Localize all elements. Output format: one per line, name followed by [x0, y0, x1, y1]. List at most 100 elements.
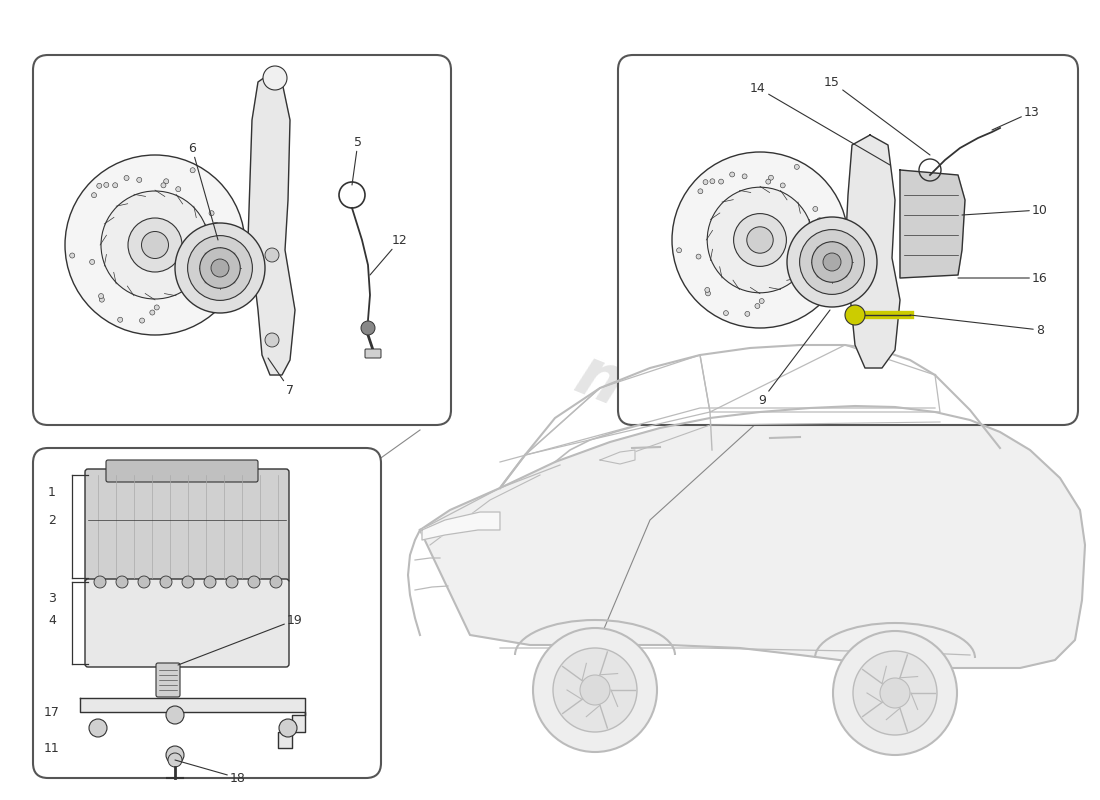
Circle shape	[812, 242, 852, 282]
Text: 17: 17	[44, 706, 59, 718]
Text: 7: 7	[268, 358, 294, 397]
Circle shape	[553, 648, 637, 732]
Text: 3: 3	[48, 591, 56, 605]
Circle shape	[217, 257, 222, 262]
Text: 1985: 1985	[848, 266, 1072, 414]
Circle shape	[710, 178, 715, 184]
Circle shape	[182, 576, 194, 588]
Circle shape	[164, 178, 168, 184]
Text: 1: 1	[48, 486, 56, 499]
FancyBboxPatch shape	[365, 349, 381, 358]
Circle shape	[759, 298, 764, 303]
Circle shape	[696, 254, 701, 259]
Text: 4: 4	[48, 614, 56, 626]
Circle shape	[220, 246, 225, 251]
Polygon shape	[600, 450, 635, 464]
Circle shape	[534, 628, 657, 752]
Circle shape	[91, 193, 97, 198]
Circle shape	[796, 283, 801, 288]
Circle shape	[230, 246, 235, 252]
Polygon shape	[845, 135, 900, 368]
Circle shape	[821, 238, 826, 242]
Circle shape	[209, 210, 214, 216]
Circle shape	[89, 259, 95, 265]
Circle shape	[248, 576, 260, 588]
Circle shape	[832, 266, 836, 271]
Text: a passion for parts since 1985: a passion for parts since 1985	[570, 452, 870, 588]
Text: 6: 6	[188, 142, 218, 240]
Circle shape	[190, 168, 195, 173]
Text: 15: 15	[824, 75, 930, 155]
Circle shape	[89, 719, 107, 737]
Circle shape	[97, 183, 102, 188]
FancyBboxPatch shape	[85, 469, 289, 583]
Circle shape	[361, 321, 375, 335]
Circle shape	[766, 179, 771, 184]
Circle shape	[833, 631, 957, 755]
Circle shape	[718, 179, 724, 184]
Circle shape	[226, 576, 238, 588]
Circle shape	[192, 289, 197, 294]
Circle shape	[265, 248, 279, 262]
Circle shape	[734, 214, 786, 266]
Circle shape	[705, 287, 710, 293]
Polygon shape	[248, 75, 295, 375]
Circle shape	[745, 311, 750, 316]
Text: 11: 11	[44, 742, 59, 754]
Polygon shape	[422, 512, 501, 540]
Circle shape	[166, 706, 184, 724]
FancyBboxPatch shape	[106, 460, 258, 482]
Circle shape	[780, 183, 785, 188]
Circle shape	[880, 678, 910, 708]
Circle shape	[94, 576, 106, 588]
Circle shape	[213, 222, 219, 227]
Circle shape	[747, 227, 773, 253]
Circle shape	[161, 183, 166, 188]
Circle shape	[175, 223, 265, 313]
Circle shape	[65, 155, 245, 335]
Circle shape	[742, 174, 747, 179]
Circle shape	[142, 231, 168, 258]
Circle shape	[112, 182, 118, 188]
Text: 8: 8	[910, 315, 1044, 337]
Circle shape	[729, 172, 735, 177]
Circle shape	[794, 165, 800, 170]
Circle shape	[136, 178, 142, 182]
Text: 19: 19	[178, 614, 303, 665]
Polygon shape	[420, 406, 1085, 668]
Circle shape	[222, 230, 227, 235]
Text: msparts: msparts	[565, 342, 874, 518]
Circle shape	[128, 218, 182, 272]
Circle shape	[697, 189, 703, 194]
FancyBboxPatch shape	[156, 663, 180, 697]
Circle shape	[580, 675, 611, 705]
Circle shape	[813, 206, 817, 211]
Text: 14: 14	[750, 82, 890, 165]
Text: 10: 10	[962, 203, 1048, 217]
FancyBboxPatch shape	[85, 579, 289, 667]
Circle shape	[703, 180, 708, 185]
Circle shape	[724, 310, 728, 315]
Circle shape	[755, 303, 760, 309]
Circle shape	[852, 651, 937, 735]
Circle shape	[204, 576, 216, 588]
Circle shape	[69, 253, 75, 258]
Circle shape	[101, 191, 209, 299]
Circle shape	[676, 248, 682, 253]
Circle shape	[279, 719, 297, 737]
Circle shape	[672, 152, 848, 328]
Circle shape	[218, 242, 222, 247]
Circle shape	[769, 175, 773, 180]
Circle shape	[150, 310, 155, 315]
Circle shape	[138, 576, 150, 588]
Circle shape	[228, 271, 233, 277]
FancyBboxPatch shape	[618, 55, 1078, 425]
Circle shape	[824, 242, 828, 246]
Text: 2: 2	[48, 514, 56, 526]
Text: 16: 16	[958, 271, 1048, 285]
FancyBboxPatch shape	[33, 55, 451, 425]
Circle shape	[825, 226, 830, 230]
Circle shape	[103, 182, 109, 187]
Circle shape	[211, 259, 229, 277]
Circle shape	[211, 254, 217, 259]
